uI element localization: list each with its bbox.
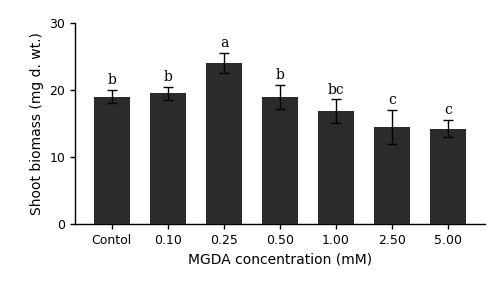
Text: a: a	[220, 36, 228, 51]
Text: b: b	[164, 70, 172, 84]
Text: c: c	[444, 103, 452, 117]
Text: bc: bc	[328, 83, 344, 97]
Text: b: b	[108, 73, 116, 87]
Bar	[150, 93, 186, 224]
X-axis label: MGDA concentration (mM): MGDA concentration (mM)	[188, 252, 372, 266]
Bar	[94, 97, 130, 224]
Bar	[262, 97, 298, 224]
Bar	[206, 63, 242, 224]
Bar	[374, 127, 410, 224]
Bar	[318, 111, 354, 224]
Y-axis label: Shoot biomass (mg d. wt.): Shoot biomass (mg d. wt.)	[30, 32, 44, 215]
Text: b: b	[276, 68, 284, 82]
Text: c: c	[388, 93, 396, 107]
Bar	[430, 129, 467, 224]
